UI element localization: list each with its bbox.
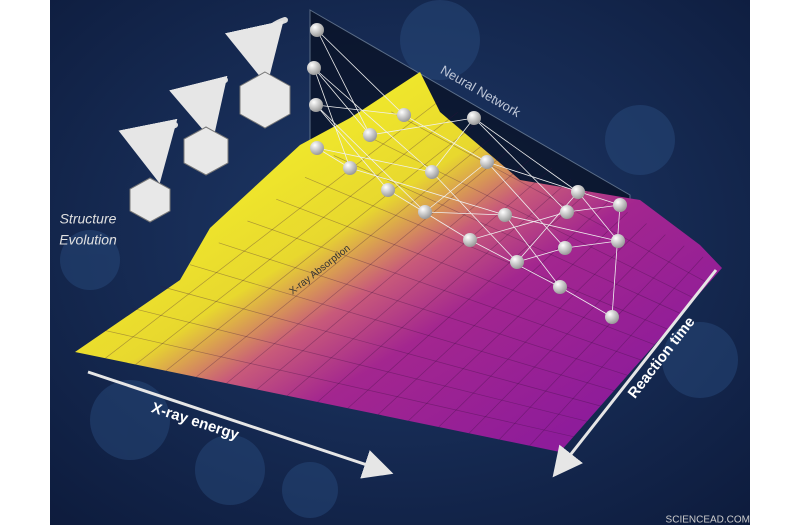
mesh-line [247,220,642,361]
network-node [381,183,395,197]
mesh-line [196,134,496,378]
mesh-line [218,242,628,376]
network-node [498,208,512,222]
mesh-line [105,100,440,359]
energy-arrow [87,370,394,479]
mesh-line [529,256,704,446]
network-edge [369,117,475,136]
network-edge [349,167,506,216]
mesh-line [286,167,553,397]
network-node [343,161,357,175]
network-edge [316,147,433,173]
surface [75,72,722,452]
network-node [425,165,439,179]
network-node [560,205,574,219]
network-node [418,205,432,219]
watermark: SCIENCEAD.COM [666,515,750,526]
network-edge [424,211,506,216]
network-node [467,111,481,125]
network-node [463,233,477,247]
network-node [397,108,411,122]
network-edge [577,191,619,242]
mesh-line [226,145,515,384]
network-edge [516,191,579,263]
network-node [480,155,494,169]
neural-network [307,23,627,324]
network-edge [313,67,351,169]
network-edge [313,67,433,173]
mesh-line [333,155,682,315]
network-edge [504,214,619,242]
mesh-line [317,178,572,403]
network-node [510,255,524,269]
evolution-arrows [118,17,288,184]
network-edge [564,240,619,249]
mesh-line [304,177,669,330]
structure-label: Structure [60,211,117,227]
network-node [605,310,619,324]
network-node [310,141,324,155]
surface-mesh [103,100,709,446]
mesh-line [391,111,709,284]
mesh-line [276,198,655,345]
network-node [611,234,625,248]
network-node [613,198,627,212]
network-node [558,241,572,255]
structure-label: Evolution [59,232,117,248]
network-edge [516,247,566,263]
network-node [363,128,377,142]
network-edge [486,161,566,249]
network-edge [431,171,518,263]
mesh-line [377,200,609,415]
network-node [553,280,567,294]
network-edge [424,161,488,213]
network-edge [315,104,426,213]
network-edge [431,117,475,173]
mesh-line [256,156,534,390]
mesh-line [132,307,588,422]
mesh-line [161,286,601,407]
structures [129,71,291,223]
mesh-line [165,123,477,372]
mesh-line [103,329,574,438]
mesh-line [135,111,458,365]
network-node [571,185,585,199]
mesh-line [438,223,647,428]
network-edge [611,204,621,318]
mesh-line [499,245,685,440]
mesh-line [362,133,696,299]
network-edge [316,29,405,116]
network-node [309,98,323,112]
network-edge [315,104,405,116]
mesh-line [347,189,591,409]
network-node [310,23,324,37]
network-edge [473,117,568,213]
time-arrow [552,269,718,478]
network-edge [566,204,621,213]
network-edge [403,114,488,163]
network-edge [559,286,613,318]
mesh-line [189,264,615,392]
network-node [307,61,321,75]
background-blobs [60,0,738,518]
network-edge [313,67,371,136]
network-edge [469,211,568,241]
network-edge [316,29,371,136]
network-edge [486,161,621,206]
mesh-line [408,212,628,422]
network-edge [473,117,579,193]
mesh-line [468,234,666,434]
